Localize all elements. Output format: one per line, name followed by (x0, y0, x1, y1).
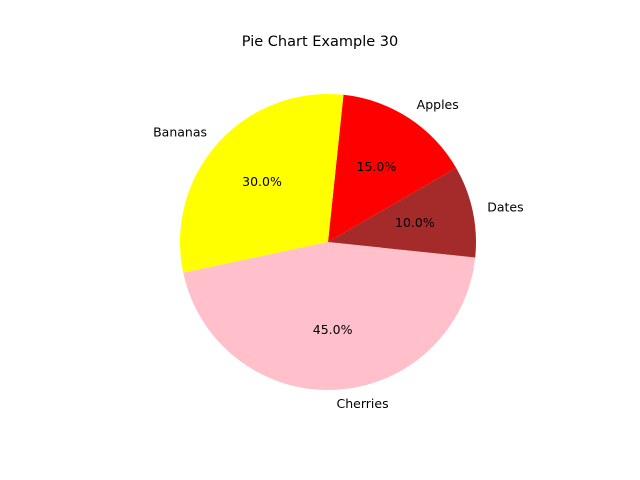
percent-label-dates: 10.0% (395, 215, 435, 230)
category-label-dates: Dates (487, 200, 523, 215)
pie-slice-cherries (183, 242, 476, 390)
category-label-apples: Apples (417, 97, 459, 112)
pie-slice-apples (328, 94, 457, 242)
percent-label-bananas: 30.0% (242, 174, 282, 189)
pie-slice-dates (328, 168, 477, 258)
percent-label-apples: 15.0% (357, 159, 397, 174)
category-label-bananas: Bananas (153, 125, 207, 140)
category-label-cherries: Cherries (337, 396, 389, 411)
percent-label-cherries: 45.0% (313, 322, 353, 337)
chart-title: Pie Chart Example 30 (241, 34, 399, 50)
pie-slice-bananas (179, 93, 344, 273)
